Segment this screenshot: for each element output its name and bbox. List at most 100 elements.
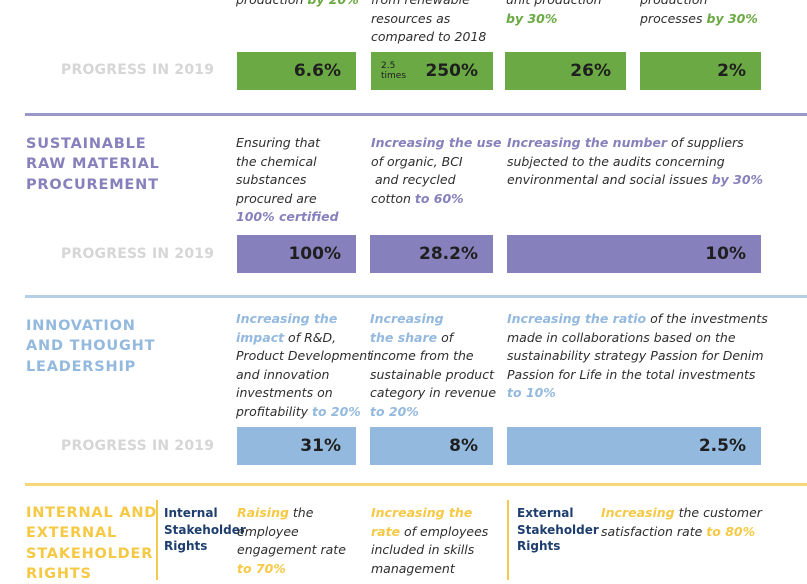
text-line: production (640, 0, 758, 10)
highlight-text: to 80% (706, 523, 756, 539)
text-line: resources as (371, 10, 451, 26)
progress-box-2: 8% (370, 427, 493, 465)
text-line: compared to 2018 (371, 29, 487, 45)
progress-label: PROGRESS IN 2019 (61, 438, 215, 454)
text-line: substances (236, 172, 307, 188)
stakeholder-goal-1-text: Raising the employee engagement rate to … (237, 504, 346, 578)
section-title: SUSTAINABLE RAW MATERIAL PROCUREMENT (26, 134, 160, 195)
text-line: Ensuring that (236, 135, 321, 150)
progress-box-3: 26% (505, 52, 626, 90)
section-divider-blue (25, 295, 807, 298)
highlight-text: by 30% (711, 172, 764, 188)
section-title: INNOVATION AND THOUGHT LEADERSHIP (26, 316, 155, 377)
highlight-text: to 70% (237, 560, 286, 576)
env-goal-2-text: from renewable resources as compared to … (371, 0, 486, 47)
section-divider-yellow (25, 483, 807, 486)
text-line: included in skills (371, 542, 475, 558)
highlight-text: impact (236, 329, 285, 345)
innovation-goal-1-text: Increasing the impact of R&D, Product De… (236, 310, 372, 422)
highlight-text: by 20% (307, 0, 358, 7)
highlight-text: to 20% (370, 403, 419, 419)
label-line: Internal (164, 506, 218, 520)
highlight-text: Raising (237, 505, 289, 520)
stakeholder-goal-3-text: Increasing the customer satisfaction rat… (601, 504, 762, 541)
progress-box-4: 2% (640, 52, 761, 90)
highlight-text: rate (371, 523, 401, 539)
progress-box-2: 2.5 times 250% (371, 52, 493, 90)
title-line: INNOVATION (26, 318, 136, 334)
raw-goal-2-text: Increasing the use of organic, BCI and r… (371, 134, 501, 208)
text-part: cotton (371, 190, 415, 206)
text-line: sustainability strategy Passion for Deni… (507, 348, 764, 364)
text-part: environmental and social issues (507, 172, 712, 188)
text-line: engagement rate (237, 542, 346, 558)
text-line: and recycled (371, 172, 456, 188)
progress-value: 250% (425, 61, 478, 81)
text-part: of employees (400, 523, 489, 539)
progress-value: 26% (570, 61, 611, 81)
innovation-goal-2-text: Increasing the share of income from the … (370, 310, 496, 422)
highlight-text: by 30% (706, 10, 758, 26)
progress-value: 2.5% (698, 436, 746, 456)
highlight-text: Increasing the use (371, 135, 502, 150)
progress-value: 8% (449, 436, 478, 456)
text-line: investments on (236, 385, 333, 401)
env-goal-3-text: unit production by 30% (506, 0, 602, 28)
innovation-goal-3-text: Increasing the ratio of the investments … (507, 310, 768, 403)
text-line: made in collaborations based on the (507, 329, 736, 345)
highlight-text: Increasing the number (507, 135, 668, 150)
text-line: the chemical (236, 153, 317, 169)
title-line: RAW MATERIAL (26, 156, 160, 173)
text-part: satisfaction rate (601, 523, 707, 539)
text-line: sustainable product (370, 366, 494, 382)
progress-value: 2% (717, 61, 746, 81)
progress-value: 28.2% (419, 244, 478, 264)
text-part: of the investments (646, 311, 768, 326)
progress-value: 10% (705, 244, 746, 264)
external-stakeholder-label: External Stakeholder Rights (517, 505, 599, 555)
vertical-divider (156, 500, 158, 580)
text-line: of organic, BCI (371, 153, 463, 169)
text-part: the (288, 505, 314, 520)
highlight-text: Increasing the (236, 311, 338, 326)
text-line: and innovation (236, 366, 330, 382)
text-line: from renewable (371, 0, 486, 10)
highlight-text: the share (370, 329, 438, 345)
text-line: Product Development (236, 348, 373, 364)
highlight-text: to 60% (414, 190, 464, 206)
env-goal-4-text: production processes by 30% (640, 0, 758, 28)
raw-goal-3-text: Increasing the number of suppliers subje… (507, 134, 763, 190)
text-part: production (236, 0, 307, 7)
vertical-divider (507, 500, 509, 580)
text-part: profitability (236, 403, 312, 419)
section-divider-purple (25, 113, 807, 116)
title-line: RIGHTS (26, 565, 92, 582)
highlight-text: 100% certified (236, 209, 339, 225)
progress-box-1: 6.6% (237, 52, 356, 90)
highlight-text: Increasing the (371, 505, 473, 520)
label-line: Stakeholder (517, 522, 599, 537)
title-line: SUSTAINABLE (26, 136, 147, 152)
text-line: Passion for Life in the total investment… (507, 366, 756, 382)
highlight-text: Increasing (370, 311, 444, 326)
title-line: INTERNAL AND (26, 505, 158, 521)
progress-value: 6.6% (293, 61, 341, 81)
progress-prefix: 2.5 times (381, 61, 407, 81)
progress-label: PROGRESS IN 2019 (61, 246, 215, 262)
title-line: STAKEHOLDER (26, 545, 154, 562)
highlight-text: Increasing the ratio (507, 311, 647, 326)
highlight-text: by 30% (506, 10, 558, 26)
progress-box-3: 10% (507, 235, 761, 273)
text-part: of (437, 329, 454, 345)
progress-label: PROGRESS IN 2019 (61, 62, 215, 78)
text-line: employee (237, 523, 299, 539)
label-line: Rights (164, 539, 208, 554)
title-line: PROCUREMENT (26, 176, 159, 193)
text-line: income from the (370, 348, 474, 364)
highlight-text: Increasing (601, 505, 675, 520)
progress-box-3: 2.5% (507, 427, 761, 465)
progress-box-1: 100% (237, 235, 356, 273)
title-line: AND THOUGHT (26, 338, 156, 355)
env-goal-1-text: production by 20% (236, 0, 359, 10)
progress-value: 100% (288, 244, 341, 264)
